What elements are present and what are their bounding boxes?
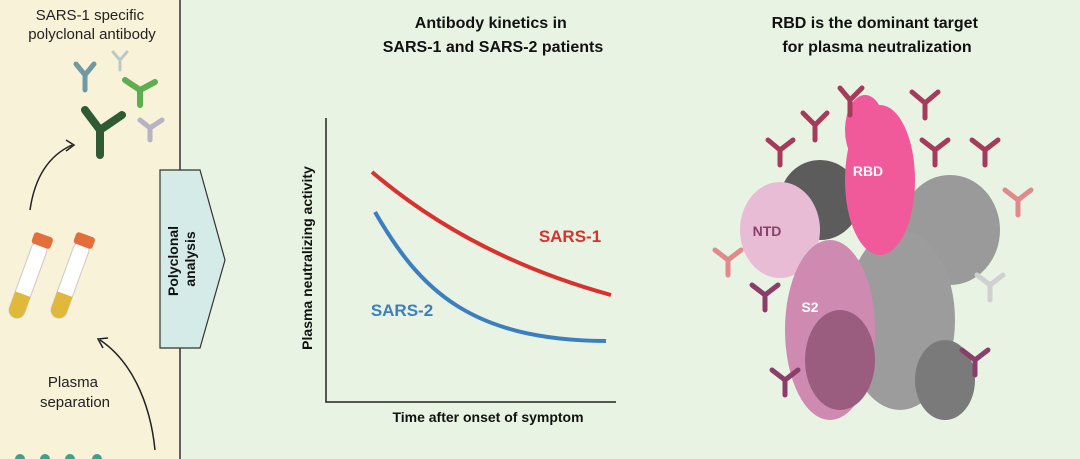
antibodies [712, 85, 1034, 398]
arrow [29, 144, 73, 211]
bottom-label: Plasma separation [40, 374, 110, 411]
title-line: Antibody kinetics in [415, 15, 567, 32]
label-line: analysis [182, 231, 198, 286]
title-line: RBD is the dominant target [772, 15, 979, 32]
antibodies [73, 50, 165, 159]
title-line: SARS-1 and SARS-2 patients [383, 39, 604, 56]
x-axis-label: Time after onset of symptom [392, 409, 583, 425]
panel-title: RBD is the dominant target for plasma ne… [772, 15, 983, 56]
label-line: separation [40, 394, 110, 411]
label-line: Plasma [48, 374, 99, 391]
sars2-curve [373, 211, 607, 343]
label-line: SARS-1 specific [36, 7, 145, 24]
region-label: RBD [853, 163, 883, 179]
axes [325, 118, 616, 403]
left-panel [0, 0, 180, 459]
spike-protein [740, 95, 1000, 420]
label-line: Polyclonal [165, 226, 181, 296]
analysis-arrow [159, 169, 226, 349]
region-label: NTD [753, 223, 782, 239]
chart-title: Antibody kinetics in SARS-1 and SARS-2 p… [383, 15, 604, 56]
sars1-curve [370, 170, 612, 297]
arrowhead [65, 139, 76, 152]
arrow [99, 339, 156, 451]
label-line: polyclonal antibody [28, 26, 156, 43]
test-tubes [8, 232, 95, 319]
arrow-label: Polyclonal analysis [165, 222, 198, 296]
curve-label: SARS-2 [371, 301, 433, 320]
title-line: for plasma neutralization [782, 39, 971, 56]
region-label: S2 [801, 299, 818, 315]
arrowhead [96, 337, 109, 349]
y-axis-label: Plasma neutralizing activity [299, 166, 315, 350]
curve-label: SARS-1 [539, 227, 601, 246]
dots [15, 454, 102, 459]
top-label: SARS-1 specific polyclonal antibody [28, 7, 156, 43]
